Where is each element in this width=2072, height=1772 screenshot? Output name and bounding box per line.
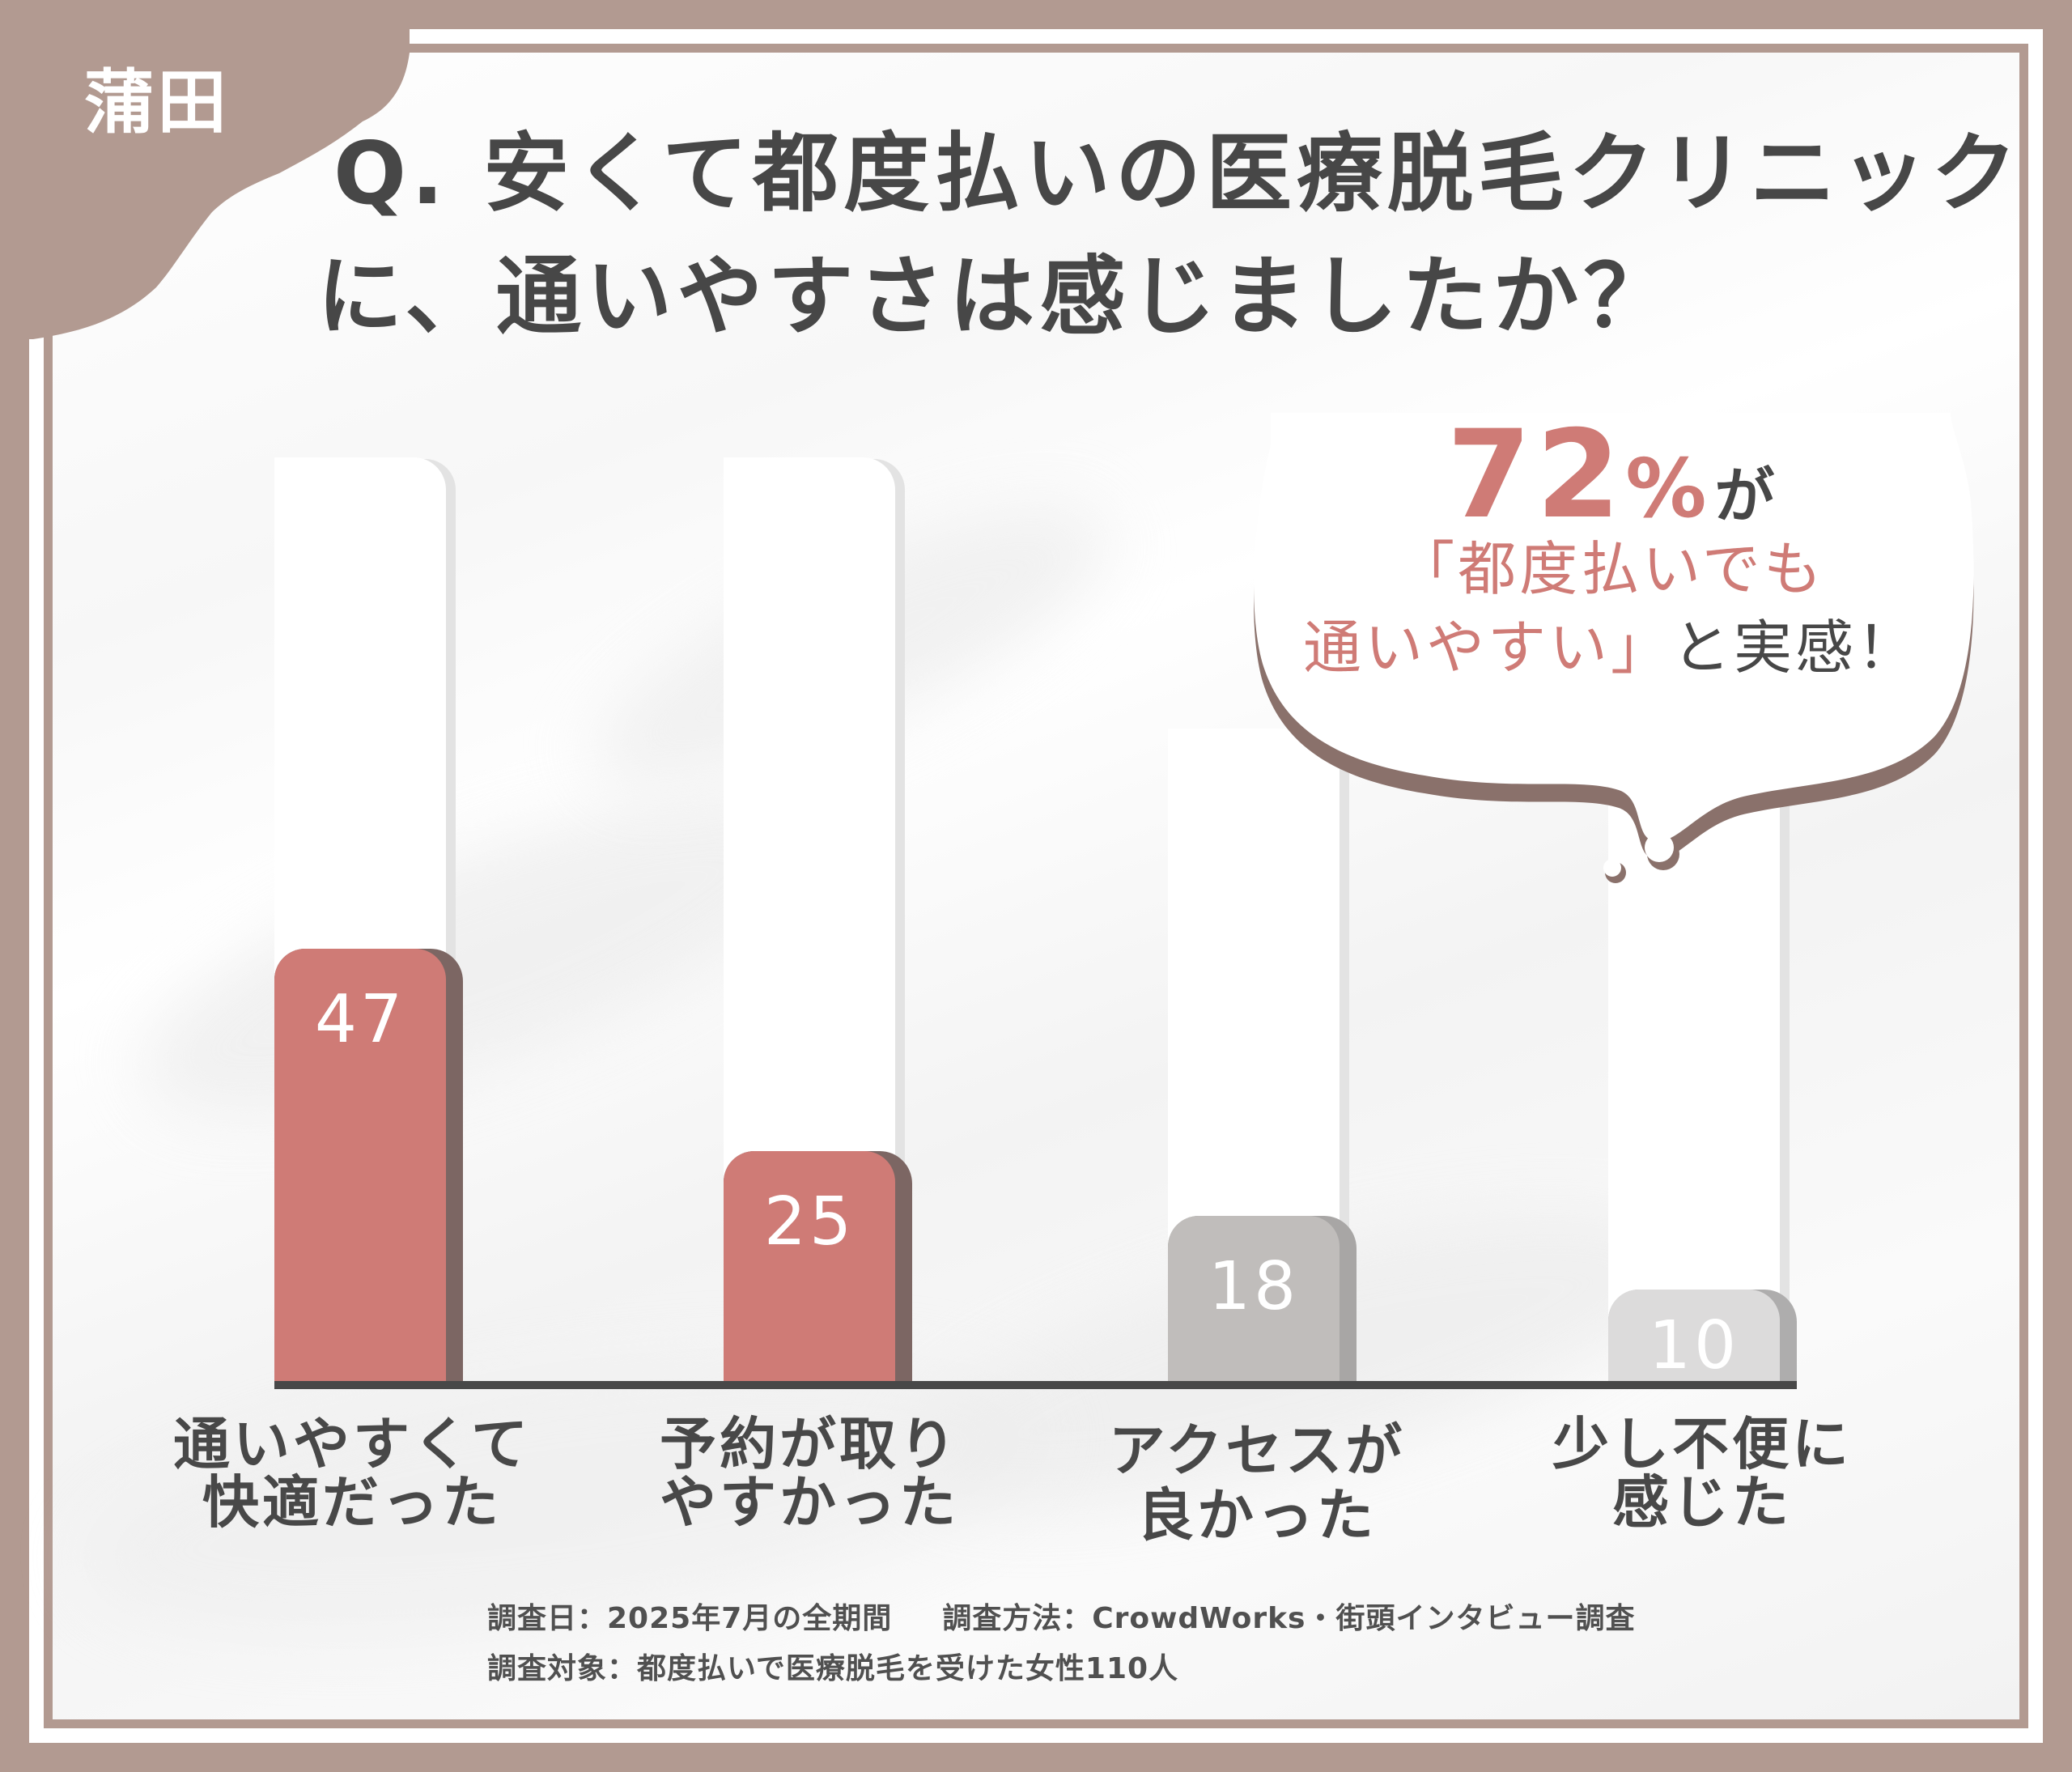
survey-target: 調査対象：都度払いで医療脱毛を受けた女性110人: [487, 1652, 1179, 1685]
callout-percent-number: 72: [1446, 405, 1626, 546]
x-label: 予約が取り やすかった: [599, 1415, 1020, 1532]
corner-blob-shape: [0, 0, 453, 356]
x-label-line2: 快適だった: [202, 1469, 502, 1536]
bar-value: 10: [1648, 1307, 1740, 1384]
x-label: アクセスが 良かった: [1047, 1418, 1467, 1548]
callout-headline: 72% が: [1238, 405, 1983, 546]
bar-47: 47: [274, 949, 446, 1381]
callout-percent-symbol: %: [1625, 441, 1707, 536]
x-label: 通いやすくて 快適だった: [142, 1415, 563, 1532]
bar-value: 18: [1208, 1248, 1300, 1325]
callout-percent-suffix: が: [1714, 461, 1775, 531]
question-title-line1: Q. 安くて都度払いの医療脱毛クリニック: [333, 124, 2023, 223]
speech-bubble: [1254, 413, 1974, 883]
x-axis-baseline: [274, 1381, 1797, 1389]
x-label-line1: 少し不便に: [1552, 1411, 1852, 1477]
x-label: 少し不便に 感じた: [1492, 1415, 1913, 1532]
bar-25: 25: [724, 1151, 895, 1381]
area-label: 蒲田: [84, 62, 230, 143]
x-label-line1: 通いやすくて: [173, 1411, 531, 1477]
survey-date: 調査日：2025年7月の全期間: [487, 1602, 893, 1635]
x-label-line2: 感じた: [1612, 1469, 1792, 1536]
bar-18: 18: [1168, 1216, 1340, 1381]
x-label-line2: やすかった: [660, 1469, 959, 1536]
x-label-line1: アクセスが: [1108, 1417, 1406, 1484]
callout-line3-highlight: 通いやすい」: [1302, 614, 1672, 682]
x-label-line2: 良かった: [1137, 1482, 1377, 1549]
survey-footer-line1: 調査日：2025年7月の全期間 調査方法：CrowdWorks・街頭インタビュー調…: [487, 1595, 1635, 1643]
bar-value: 25: [763, 1183, 856, 1260]
x-label-line1: 予約が取り: [660, 1411, 959, 1477]
callout-line3-rest: と実感！: [1672, 614, 1919, 682]
callout-line3: 通いやすい」と実感！: [1238, 609, 1983, 686]
bar-10: 10: [1608, 1290, 1780, 1384]
callout-line2: 「都度払いでも: [1396, 535, 1825, 603]
bar-value: 47: [314, 981, 406, 1058]
survey-method: 調査方法：CrowdWorks・街頭インタビュー調査: [942, 1602, 1636, 1635]
question-title-line2: に、通いやすさは感じましたか？: [316, 247, 1675, 346]
